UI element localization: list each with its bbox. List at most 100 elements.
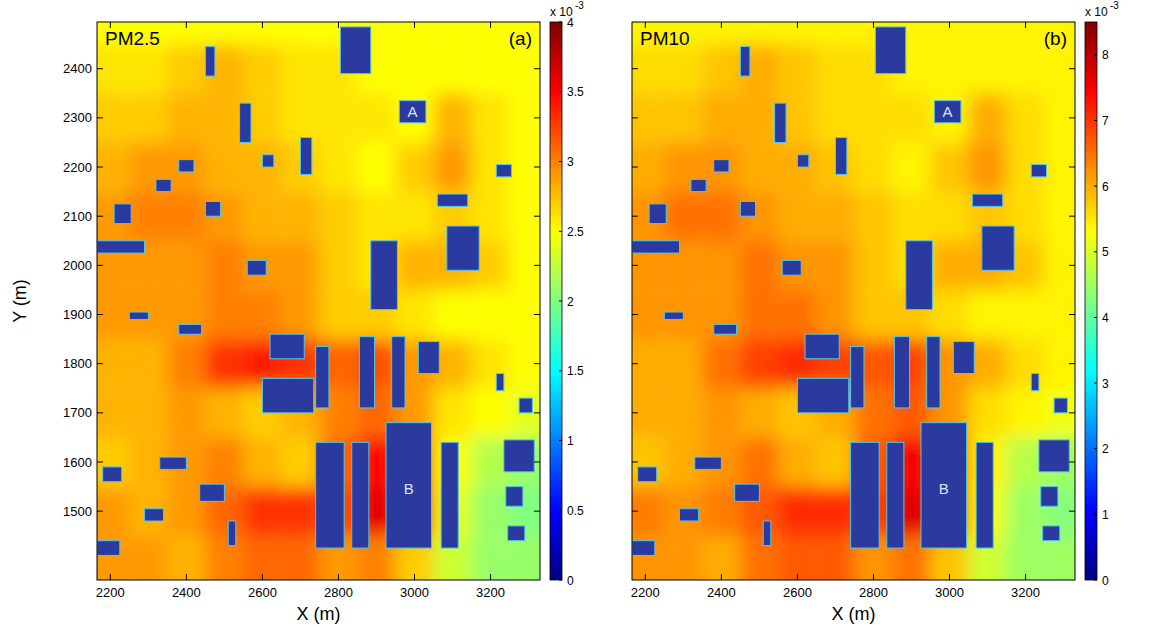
heat-cell <box>664 388 702 437</box>
building <box>934 101 961 123</box>
y-tick <box>97 363 103 364</box>
x-tick <box>262 22 263 28</box>
heat-cell <box>740 142 778 191</box>
colorbar-exponent: -3 <box>575 0 584 11</box>
heat-cell <box>740 437 778 486</box>
colorbar-multiplier: x 10 <box>550 5 573 19</box>
panel: 220024002600280030003200PM10(b)ABX (m)01… <box>569 0 1139 627</box>
colorbar-tick-label: 6 <box>1102 180 1109 194</box>
y-tick <box>97 167 103 168</box>
heat-cell <box>243 192 281 241</box>
heat-cell <box>632 437 664 486</box>
building <box>632 241 680 253</box>
heat-cell <box>510 339 540 388</box>
colorbar-tick <box>1094 514 1097 515</box>
building <box>300 138 311 175</box>
colorbar-tick <box>559 231 562 232</box>
heat-cell <box>281 290 319 339</box>
heat-cell <box>281 241 319 290</box>
x-tick-label: 2400 <box>707 585 736 600</box>
y-tick <box>1069 117 1075 118</box>
colorbar-tick <box>559 510 562 511</box>
heat-cell <box>167 142 205 191</box>
y-tick-label: 1700 <box>63 405 92 420</box>
heat-cell <box>740 339 778 388</box>
heat-cell <box>472 93 510 142</box>
heat-cell <box>396 93 434 142</box>
colorbar-tick-label: 3 <box>567 155 574 169</box>
y-tick <box>1069 363 1075 364</box>
heat-cell <box>97 536 129 580</box>
heat-cell <box>167 339 205 388</box>
heat-cell <box>281 192 319 241</box>
building <box>270 334 304 359</box>
building <box>797 155 808 167</box>
building <box>680 509 699 521</box>
heat-cell <box>434 22 472 44</box>
building <box>775 103 786 142</box>
heat-cell <box>243 290 281 339</box>
heat-cell <box>778 487 816 536</box>
building <box>927 337 940 408</box>
heat-cell <box>1045 44 1075 93</box>
heat-cell <box>664 192 702 241</box>
heat-cell <box>472 536 510 580</box>
building <box>205 47 215 76</box>
y-tick <box>632 68 638 69</box>
heat-cell <box>1045 339 1075 388</box>
heat-cell <box>319 192 357 241</box>
building <box>386 423 432 548</box>
heat-cell <box>357 142 395 191</box>
building <box>740 47 750 76</box>
x-tick <box>721 22 722 28</box>
buildings <box>632 27 1069 556</box>
x-tick <box>490 22 491 28</box>
colorbar-tick-label: 3.5 <box>567 85 584 99</box>
heat-cell <box>854 142 892 191</box>
x-tick-label: 2600 <box>783 585 812 600</box>
y-tick <box>1069 412 1075 413</box>
heat-cell <box>396 290 434 339</box>
heat-cell <box>702 241 740 290</box>
y-tick <box>534 511 540 512</box>
heat-cell <box>396 22 434 44</box>
heat-cell <box>664 290 702 339</box>
heat-cell <box>396 142 434 191</box>
heat-cell <box>816 437 854 486</box>
colorbar-tick-label: 3 <box>1102 377 1109 391</box>
y-tick <box>632 216 638 217</box>
annotation: A <box>408 103 418 120</box>
x-tick <box>262 574 263 580</box>
heat-cell <box>740 22 778 44</box>
y-tick <box>534 68 540 69</box>
heat-cell <box>510 536 540 580</box>
building <box>447 226 479 270</box>
heat-cell <box>167 290 205 339</box>
heat-cell <box>281 93 319 142</box>
heat-cell <box>434 93 472 142</box>
heat-cell <box>816 290 854 339</box>
building <box>156 179 171 191</box>
colorbar-tick-label: 8 <box>1102 48 1109 62</box>
heat-cell <box>205 388 243 437</box>
heat-cell <box>357 93 395 142</box>
x-axis-title: X (m) <box>832 604 876 624</box>
colorbar-tick-label: 5 <box>1102 245 1109 259</box>
building <box>129 312 148 319</box>
x-tick <box>338 22 339 28</box>
heat-cell <box>632 339 664 388</box>
heat-cell <box>396 44 434 93</box>
colorbar-exponent: -3 <box>1110 0 1119 11</box>
y-tick <box>97 511 103 512</box>
heat-cell <box>167 241 205 290</box>
heat-cell <box>702 44 740 93</box>
y-tick <box>632 167 638 168</box>
heat-cell <box>702 536 740 580</box>
building <box>1043 526 1060 541</box>
heat-cell <box>740 290 778 339</box>
heat-cell <box>97 388 129 437</box>
building <box>392 337 405 408</box>
panel-title: PM10 <box>640 28 690 49</box>
heat-cell <box>702 192 740 241</box>
heat-cell <box>969 93 1007 142</box>
